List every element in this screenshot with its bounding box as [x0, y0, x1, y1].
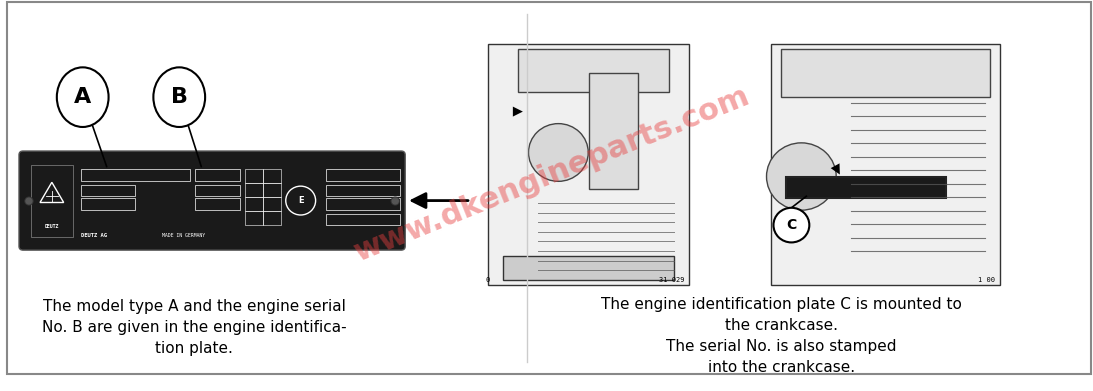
Circle shape: [26, 198, 32, 204]
Bar: [196, 198, 240, 210]
Bar: [81, 169, 190, 181]
FancyBboxPatch shape: [518, 49, 670, 92]
Text: 0: 0: [485, 277, 490, 283]
Bar: [196, 185, 240, 196]
Bar: [245, 197, 262, 211]
Circle shape: [392, 198, 398, 204]
Bar: [245, 183, 262, 197]
Bar: [326, 198, 400, 210]
Bar: [262, 197, 281, 211]
Bar: [326, 185, 400, 196]
Bar: [503, 256, 674, 280]
Bar: [262, 169, 281, 183]
FancyBboxPatch shape: [19, 151, 406, 250]
Circle shape: [25, 197, 33, 205]
Text: The engine identification plate C is mounted to
the crankcase.
The serial No. is: The engine identification plate C is mou…: [601, 297, 962, 375]
Bar: [81, 198, 136, 210]
Circle shape: [774, 208, 809, 242]
Ellipse shape: [153, 67, 205, 127]
FancyBboxPatch shape: [487, 44, 690, 285]
Text: A: A: [74, 87, 92, 107]
Ellipse shape: [57, 67, 108, 127]
Text: MADE IN GERMANY: MADE IN GERMANY: [163, 233, 205, 238]
Text: 31 029: 31 029: [659, 277, 684, 283]
Text: www.dkengineparts.com: www.dkengineparts.com: [351, 81, 754, 267]
Bar: [245, 169, 262, 183]
Text: B: B: [171, 87, 188, 107]
Text: E: E: [298, 196, 304, 205]
Text: DEUTZ: DEUTZ: [45, 224, 59, 229]
Text: 1 00: 1 00: [978, 277, 995, 283]
FancyBboxPatch shape: [772, 44, 1000, 285]
Text: The model type A and the engine serial
No. B are given in the engine identifica-: The model type A and the engine serial N…: [42, 299, 346, 356]
FancyBboxPatch shape: [781, 49, 990, 97]
Text: DEUTZ AG: DEUTZ AG: [81, 233, 107, 238]
Bar: [196, 169, 240, 181]
Bar: [262, 211, 281, 225]
Text: C: C: [786, 218, 797, 232]
Bar: [326, 169, 400, 181]
Circle shape: [391, 197, 399, 205]
FancyBboxPatch shape: [589, 73, 638, 188]
Bar: [326, 213, 400, 225]
Bar: [81, 185, 136, 196]
FancyBboxPatch shape: [31, 165, 73, 237]
Bar: [787, 177, 947, 198]
Circle shape: [529, 124, 588, 181]
Bar: [245, 211, 262, 225]
Bar: [262, 183, 281, 197]
Circle shape: [766, 143, 836, 210]
